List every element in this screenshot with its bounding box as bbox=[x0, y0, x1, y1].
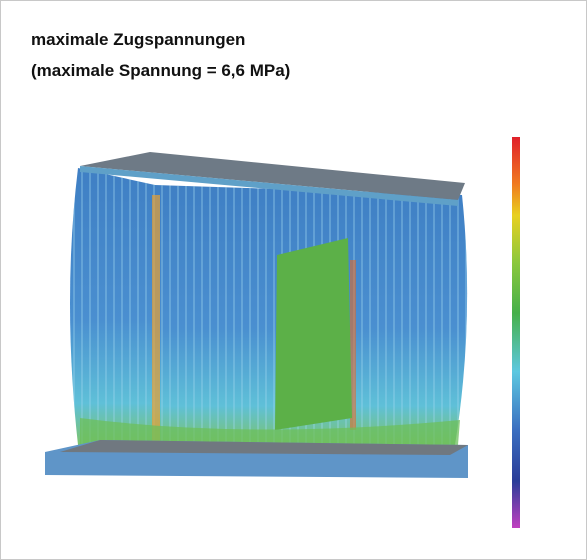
page: maximale Zugspannungen (maximale Spannun… bbox=[0, 0, 587, 560]
inner-wall bbox=[275, 238, 352, 430]
left-wall-texture bbox=[70, 168, 155, 445]
model bbox=[45, 152, 468, 478]
hot-edge bbox=[152, 195, 160, 445]
color-scale bbox=[512, 137, 520, 528]
fea-figure bbox=[0, 0, 587, 560]
